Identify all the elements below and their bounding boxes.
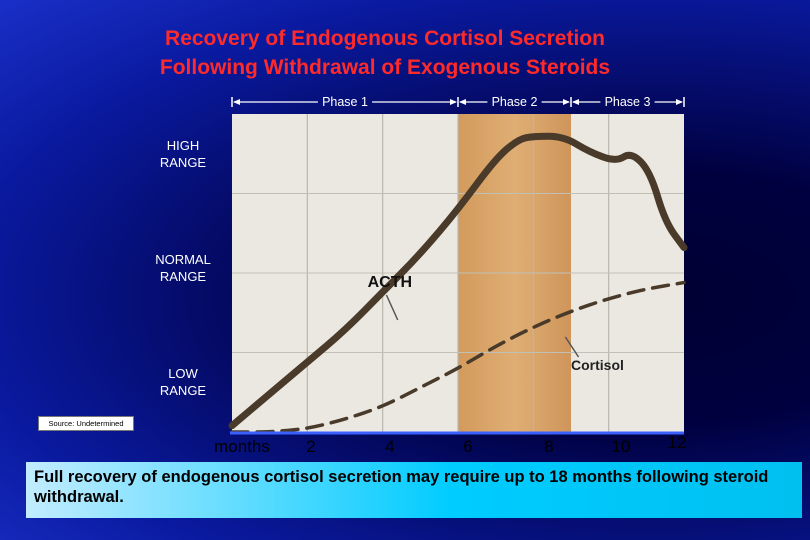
y-range-label-line: HIGH [167, 138, 200, 153]
x-tick-label: 12 [668, 433, 687, 452]
phase-arrowhead [676, 99, 683, 105]
phase-arrowhead [459, 99, 466, 105]
y-range-label: HIGH RANGE [160, 138, 207, 170]
x-tick-label: 8 [544, 437, 553, 456]
phase-label: Phase 1 [322, 95, 368, 109]
chart-title-line2: Following Withdrawal of Exogenous Steroi… [159, 56, 611, 79]
phase-label: Phase 2 [492, 95, 538, 109]
series-label-cortisol: Cortisol [571, 357, 624, 373]
cortisol-leader-line [564, 336, 580, 358]
phase-arrowhead [233, 99, 240, 105]
source-label: Source: Undetermined [38, 416, 134, 431]
chart-title-line1: Recovery of Endogenous Cortisol Secretio… [165, 27, 605, 50]
series-line-acth [228, 132, 688, 430]
x-tick-label: 10 [612, 437, 631, 456]
x-axis-label: months [214, 437, 270, 456]
phase-label: Phase 3 [605, 95, 651, 109]
caption-text: Full recovery of endogenous cortisol sec… [34, 468, 769, 506]
phase-arrowhead [563, 99, 570, 105]
chart-title: Recovery of Endogenous Cortisol Secretio… [0, 24, 770, 82]
x-tick-label: 2 [306, 437, 315, 456]
phase-arrowhead [450, 99, 457, 105]
y-range-label-line: RANGE [160, 269, 207, 284]
phase-arrowhead [572, 99, 579, 105]
series-line-cortisol [230, 280, 686, 434]
y-range-label-line: RANGE [160, 155, 207, 170]
caption-box: Full recovery of endogenous cortisol sec… [26, 462, 802, 518]
y-range-label-line: LOW [168, 366, 198, 381]
series-label-acth: ACTH [368, 274, 412, 291]
y-range-label: LOW RANGE [160, 366, 207, 398]
x-tick-label: 4 [385, 437, 394, 456]
y-range-label-line: NORMAL [155, 252, 211, 267]
y-range-label-line: RANGE [160, 383, 207, 398]
acth-leader-line [385, 294, 399, 321]
y-range-label: NORMAL RANGE [155, 252, 211, 284]
x-tick-label: 6 [463, 437, 472, 456]
